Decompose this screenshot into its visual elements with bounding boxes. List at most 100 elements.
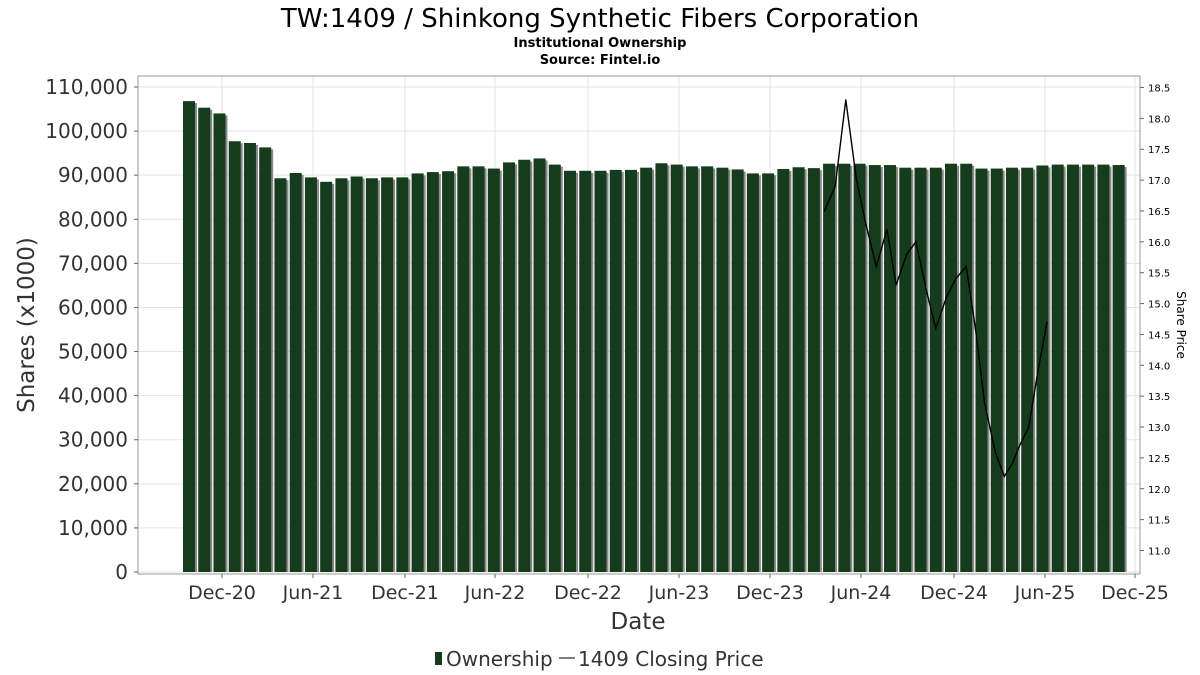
ownership-bar (746, 173, 759, 572)
ownership-bar (655, 163, 668, 572)
ownership-bar (945, 163, 957, 572)
y2-tick-label: 12.0 (1148, 485, 1170, 496)
ownership-bar (381, 177, 394, 573)
ownership-bar (685, 166, 698, 572)
x-tick-label: Dec-23 (736, 582, 804, 604)
ownership-bar (198, 107, 211, 573)
price-point (954, 278, 957, 280)
ownership-bar (183, 101, 195, 572)
y2-tick-label: 16.5 (1148, 207, 1170, 218)
x-tick-label: Dec-25 (1101, 582, 1169, 604)
x-tick-label: Jun-25 (1014, 582, 1076, 604)
ownership-bar (548, 164, 561, 572)
ownership-bar (914, 167, 927, 572)
y2-tick-label: 17.5 (1148, 145, 1170, 156)
y-axis-right: 11.0 11.5 12.0 12.5 13.0 13.5 14.0 14.5 15.0 15.5… (1140, 84, 1170, 558)
y-tick-label: 0 (115, 560, 128, 584)
ownership-bar (838, 163, 851, 572)
price-point (823, 210, 826, 212)
price-point (845, 99, 847, 101)
ownership-bar (320, 181, 333, 572)
x-tick-label: Dec-20 (188, 582, 256, 604)
ownership-bar (701, 166, 714, 572)
ownership-bar (640, 167, 653, 572)
price-point (1046, 321, 1048, 323)
ownership-bar (533, 158, 546, 572)
ownership-bar (243, 142, 256, 572)
legend-price-label: 1409 Closing Price (578, 647, 764, 671)
y-axis-label: Shares (x1000) (14, 237, 40, 413)
y-tick-label: 110,000 (45, 75, 128, 99)
y2-tick-label: 11.5 (1148, 516, 1170, 527)
y-tick-label: 30,000 (58, 428, 128, 452)
x-tick-label: Jun-22 (464, 582, 526, 604)
y2-tick-label: 15.0 (1148, 300, 1170, 311)
ownership-bar (716, 167, 729, 572)
price-line-path (823, 99, 1048, 478)
ownership-bar (457, 166, 470, 572)
price-point (906, 253, 908, 255)
ownership-bar (1005, 167, 1018, 572)
y2-axis-label: Share Price (1174, 291, 1188, 359)
ownership-bar (990, 168, 1003, 572)
ownership-bar (365, 178, 378, 572)
x-axis: Dec-20 Jun-21 Dec-21 Jun-22 Dec-22 Jun-23 Dec-… (188, 574, 1169, 604)
price-point (945, 296, 948, 298)
price-point (1028, 426, 1030, 428)
y2-tick-label: 18.5 (1148, 84, 1170, 95)
ownership-bar (1112, 165, 1125, 573)
price-point (935, 327, 937, 329)
y2-tick-label: 17.0 (1148, 176, 1170, 187)
ownership-bar (487, 168, 500, 572)
price-point (1011, 463, 1013, 465)
y2-tick-label: 18.0 (1148, 114, 1170, 125)
price-point (886, 228, 888, 231)
y-tick-label: 80,000 (58, 207, 128, 231)
y-tick-label: 10,000 (58, 516, 128, 540)
y2-tick-label: 14.0 (1148, 361, 1170, 372)
y2-tick-label: 16.0 (1148, 238, 1170, 249)
ownership-bar (1021, 167, 1034, 572)
price-point (983, 401, 986, 403)
ownership-bars (183, 101, 1127, 573)
plot-area-frame (137, 75, 1141, 575)
price-point (926, 290, 928, 292)
y-tick-label: 20,000 (58, 472, 128, 496)
price-point (915, 241, 917, 243)
ownership-bar (1082, 164, 1095, 572)
price-point (1003, 475, 1005, 478)
ownership-bar (304, 177, 317, 573)
price-point (1018, 444, 1021, 447)
y2-tick-label: 13.0 (1148, 423, 1170, 434)
ownership-bar (975, 168, 988, 572)
ownership-bar (1097, 164, 1110, 572)
price-line (823, 99, 1048, 478)
ownership-bar (1066, 164, 1079, 572)
x-tick-label: Dec-22 (554, 582, 622, 604)
ownership-bar (579, 170, 592, 573)
price-point (834, 185, 836, 187)
legend-ownership-label: Ownership (446, 647, 553, 671)
ownership-bar (335, 178, 348, 572)
ownership-bar (274, 178, 287, 572)
legend-ownership-swatch (435, 652, 442, 665)
ownership-bar (731, 169, 744, 572)
price-point (974, 327, 976, 329)
ownership-bar (609, 169, 622, 572)
price-point (994, 451, 996, 453)
ownership-bar (518, 159, 531, 572)
ownership-bar (792, 167, 805, 572)
ownership-bar (868, 165, 881, 573)
y2-tick-label: 12.5 (1148, 454, 1170, 465)
y-tick-label: 50,000 (58, 340, 128, 364)
ownership-bar (411, 173, 424, 572)
x-tick-label: Jun-23 (648, 582, 710, 604)
y2-tick-label: 11.0 (1148, 547, 1170, 558)
chart-source: Source: Fintel.io (540, 53, 661, 68)
y-tick-label: 100,000 (45, 119, 128, 143)
y2-tick-label: 15.5 (1148, 269, 1170, 280)
y2-tick-label: 13.5 (1148, 392, 1170, 403)
y-tick-label: 90,000 (58, 163, 128, 187)
x-tick-label: Jun-24 (830, 582, 892, 604)
